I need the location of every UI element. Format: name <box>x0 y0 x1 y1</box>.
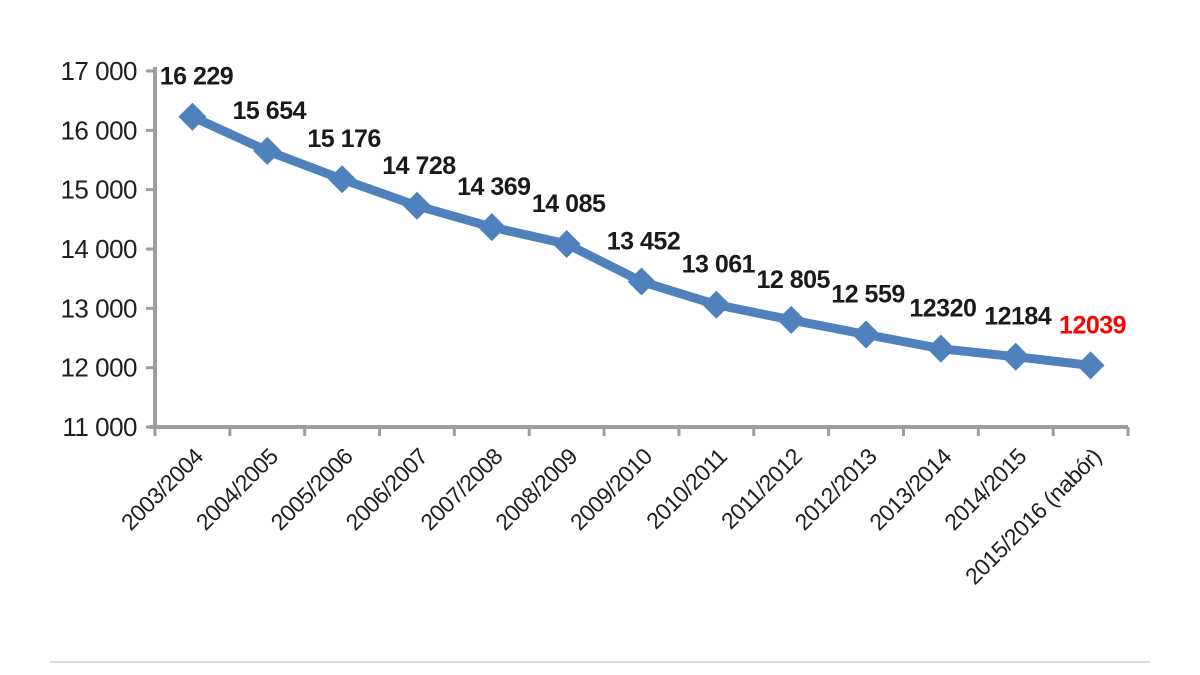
data-label: 12184 <box>984 303 1052 331</box>
data-label: 12320 <box>909 295 976 323</box>
x-tick-label: 2010/2011 <box>641 443 732 534</box>
data-label: 14 728 <box>382 152 456 180</box>
data-point-marker <box>178 102 207 131</box>
data-point-marker <box>926 334 955 363</box>
data-label: 16 229 <box>160 63 233 91</box>
x-tick-label: 2009/2010 <box>565 443 657 535</box>
data-point-marker <box>552 229 581 258</box>
data-label: 14 085 <box>532 190 606 218</box>
data-point-marker <box>402 191 431 220</box>
y-tick-label: 13 000 <box>60 293 137 323</box>
data-point-marker <box>777 305 806 334</box>
x-tick-label: 2015/2016 (nabór) <box>960 443 1106 589</box>
y-tick-label: 11 000 <box>62 412 137 442</box>
y-tick-label: 15 000 <box>60 175 137 205</box>
data-point-marker <box>702 290 731 319</box>
data-label: 15 654 <box>233 97 307 125</box>
data-point-marker <box>1076 351 1105 380</box>
y-tick-label: 17 000 <box>60 56 137 86</box>
data-point-marker <box>627 267 656 296</box>
data-point-marker <box>852 320 881 349</box>
data-point-marker <box>253 136 282 165</box>
data-label: 12 559 <box>831 280 904 308</box>
data-point-marker <box>1001 342 1030 371</box>
data-label: 13 452 <box>607 228 680 256</box>
highlighted-data-label: 12039 <box>1059 311 1126 339</box>
data-point-marker <box>477 213 506 242</box>
data-point-marker <box>328 165 357 194</box>
data-label: 15 176 <box>307 125 380 153</box>
y-tick-label: 14 000 <box>60 234 137 264</box>
y-tick-label: 12 000 <box>60 353 137 383</box>
data-label: 14 369 <box>457 173 530 201</box>
data-label: 12 805 <box>756 266 830 294</box>
y-tick-label: 16 000 <box>60 115 137 145</box>
data-label: 13 061 <box>682 251 756 279</box>
